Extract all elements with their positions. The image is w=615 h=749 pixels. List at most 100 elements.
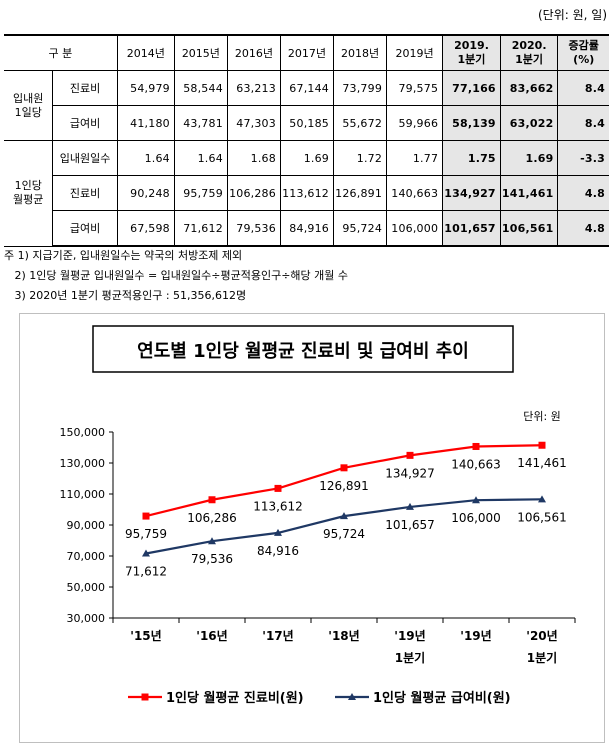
statistics-table: 구 분 2014년 2015년 2016년 2017년 2018년 2019년 …: [4, 34, 609, 247]
data-point-square: [538, 441, 546, 449]
table-header-row: 구 분 2014년 2015년 2016년 2017년 2018년 2019년 …: [4, 34, 609, 71]
table-cell: 67,144: [279, 70, 335, 106]
group-label-line2: 1일당: [14, 105, 42, 119]
group-label-line2: 월평균: [13, 193, 44, 207]
table-cell: 1.69: [279, 140, 335, 176]
row-label: 진료비: [52, 70, 118, 106]
chart-legend: 1인당 월평균 진료비(원) 1인당 월평균 급여비(원): [128, 690, 511, 706]
data-point-triangle: [538, 495, 546, 503]
chart-unit-label: 단위: 원: [523, 410, 561, 423]
table-cell-q20: 1.69: [499, 140, 559, 176]
data-label: 113,612: [253, 499, 303, 513]
table-cell: 50,185: [279, 105, 335, 141]
table-cell: 84,916: [279, 210, 335, 247]
table-cell-q19: 58,139: [442, 105, 501, 141]
table-cell: 43,781: [173, 105, 228, 141]
data-label: 106,000: [451, 511, 501, 525]
header-2020-q1-line1: 2020.: [511, 39, 547, 52]
data-point-triangle: [406, 502, 414, 510]
table-cell: 67,598: [116, 210, 175, 247]
header-2020-q1-line2: 1분기: [515, 53, 544, 66]
table-cell-change: 4.8: [557, 210, 609, 247]
table-cell: 58,544: [173, 70, 228, 106]
table-cell: 1.77: [386, 140, 444, 176]
y-tick-label: 130,000: [60, 457, 106, 470]
group-label-line1: 입내원: [13, 91, 44, 105]
table-cell-q19: 1.75: [442, 140, 501, 176]
table-cell-change: -3.3: [557, 140, 609, 176]
data-point-square: [142, 512, 150, 520]
row-label: 급여비: [52, 105, 118, 141]
header-2020-q1: 2020. 1분기: [499, 34, 559, 71]
header-year: 2015년: [173, 34, 228, 71]
table-cell: 63,213: [226, 70, 281, 106]
header-category: 구 분: [4, 34, 118, 71]
x-tick-label: '18년: [328, 629, 359, 643]
data-point-triangle: [340, 512, 348, 520]
x-tick-label: 1분기: [395, 650, 425, 665]
y-tick-label: 90,000: [67, 519, 106, 532]
table-cell: 1.68: [226, 140, 281, 176]
data-label: 71,612: [125, 565, 167, 579]
table-cell: 54,979: [116, 70, 175, 106]
chart-title: 연도별 1인당 월평균 진료비 및 급여비 추이: [137, 341, 469, 362]
table-cell: 79,536: [226, 210, 281, 247]
data-point-square: [274, 484, 282, 492]
group-label-monthly: 1인당 월평균: [4, 140, 54, 247]
table-cell-q20: 83,662: [499, 70, 559, 106]
table-cell: 1.64: [173, 140, 228, 176]
data-label: 106,286: [187, 511, 237, 525]
footnote: 주 1) 지급기준, 입내원일수는 약국의 처방조제 제외: [4, 249, 243, 262]
footnote: 3) 2020년 1분기 평균적용인구 : 51,356,612명: [4, 289, 247, 302]
data-point-square: [406, 451, 414, 459]
y-tick-label: 50,000: [67, 581, 106, 594]
table-cell: 71,612: [173, 210, 228, 247]
table-cell-q20: 106,561: [499, 210, 559, 247]
header-year: 2016년: [226, 34, 281, 71]
legend-label: 1인당 월평균 급여비(원): [373, 690, 511, 706]
table-cell: 113,612: [279, 175, 335, 211]
row-label: 입내원일수: [52, 140, 118, 176]
table-cell: 106,286: [226, 175, 281, 211]
chart-frame: 연도별 1인당 월평균 진료비 및 급여비 추이 단위: 원 30,000 50,…: [19, 313, 605, 743]
data-point-triangle: [472, 496, 480, 504]
legend-label: 1인당 월평균 진료비(원): [166, 690, 304, 706]
header-year: 2019년: [386, 34, 444, 71]
table-cell: 59,966: [386, 105, 444, 141]
table-cell-q19: 134,927: [442, 175, 501, 211]
header-change-line1: 증감률: [568, 39, 599, 52]
x-tick-label: '20년: [526, 629, 557, 643]
header-year: 2017년: [279, 34, 335, 71]
table-cell: 95,759: [173, 175, 228, 211]
table-cell: 126,891: [332, 175, 388, 211]
y-tick-label: 30,000: [67, 612, 106, 625]
table-cell-change: 4.8: [557, 175, 609, 211]
data-label: 126,891: [319, 479, 369, 493]
x-tick-label: 1분기: [527, 650, 557, 665]
table-footnotes: 주 1) 지급기준, 입내원일수는 약국의 처방조제 제외 2) 1인당 월평균…: [4, 246, 348, 306]
table-row: 1인당 월평균 입내원일수 1.64 1.64 1.68 1.69 1.72 1.…: [4, 140, 609, 247]
unit-note: (단위: 원, 일): [537, 8, 607, 22]
legend-marker-square: [141, 693, 149, 701]
legend-marker-triangle: [348, 693, 356, 700]
x-tick-label: '19년: [394, 629, 425, 643]
table-cell: 140,663: [386, 175, 444, 211]
table-cell: 95,724: [332, 210, 388, 247]
table-row: 진료비 90,248 95,759 106,286 113,612 126,89…: [4, 175, 609, 211]
table-cell: 1.72: [332, 140, 388, 176]
table-cell: 55,672: [332, 105, 388, 141]
data-label: 106,561: [517, 510, 567, 524]
data-point-triangle: [142, 549, 150, 557]
y-tick-label: 150,000: [60, 426, 106, 439]
header-year: 2018년: [332, 34, 388, 71]
header-change-line2: (%): [573, 53, 595, 66]
table-row: 급여비 41,180 43,781 47,303 50,185 55,672 5…: [4, 105, 609, 141]
table-cell: 1.64: [116, 140, 175, 176]
x-tick-label: '17년: [262, 629, 293, 643]
data-point-triangle: [208, 537, 216, 545]
table-row: 급여비 67,598 71,612 79,536 84,916 95,724 1…: [4, 210, 609, 247]
data-label: 141,461: [517, 456, 567, 470]
table-cell: 41,180: [116, 105, 175, 141]
table-cell-q19: 77,166: [442, 70, 501, 106]
plot-area: 30,000 50,000 70,000 90,000 110,000 130,000 15…: [60, 426, 576, 665]
